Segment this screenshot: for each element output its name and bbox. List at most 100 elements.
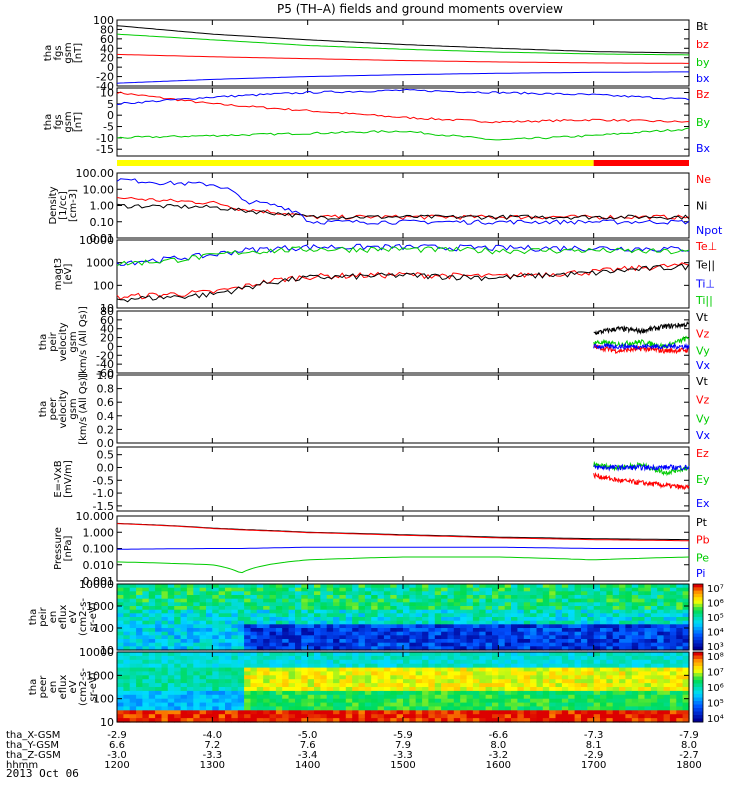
heatmap-cell	[352, 675, 360, 680]
heatmap-cell	[186, 635, 194, 640]
heatmap-cell	[371, 602, 379, 607]
heatmap-cell	[383, 706, 391, 711]
heatmap-cell	[434, 642, 442, 647]
heatmap-cell	[263, 631, 271, 636]
heatmap-cell	[492, 667, 499, 673]
heatmap-cell	[186, 714, 194, 719]
heatmap-cell	[504, 639, 512, 644]
heatmap-cell	[422, 587, 430, 592]
heatmap-cell	[193, 598, 201, 603]
heatmap-cell	[644, 702, 652, 708]
heatmap-cell	[295, 609, 302, 614]
heatmap-cell	[295, 639, 302, 644]
heatmap-cell	[498, 595, 506, 600]
heatmap-cell	[511, 718, 518, 723]
y-axis-label: tha fgs gsm [nT]	[43, 111, 84, 132]
heatmap-cell	[504, 683, 512, 688]
heatmap-cell	[250, 694, 258, 700]
heatmap-cell	[333, 694, 341, 700]
heatmap-cell	[676, 609, 684, 614]
heatmap-cell	[383, 609, 391, 614]
heatmap-cell	[206, 663, 213, 669]
heatmap-cell	[574, 598, 582, 603]
heatmap-cell	[206, 710, 213, 715]
heatmap-cell	[587, 690, 595, 696]
heatmap-cell	[345, 683, 353, 688]
heatmap-cell	[669, 602, 677, 607]
heatmap-cell	[593, 687, 601, 692]
heatmap-cell	[517, 598, 525, 603]
heatmap-cell	[250, 631, 258, 636]
heatmap-cell	[237, 598, 245, 603]
heatmap-cell	[193, 635, 201, 640]
heatmap-cell	[568, 631, 576, 636]
heatmap-cell	[225, 690, 232, 696]
heatmap-cell	[275, 663, 283, 669]
colorbar-segment	[693, 655, 703, 660]
heatmap-cell	[199, 639, 207, 644]
heatmap-cell	[631, 694, 639, 700]
heatmap-cell	[606, 624, 614, 629]
heatmap-cell	[555, 714, 563, 719]
heatmap-cell	[492, 609, 499, 614]
heatmap-cell	[523, 655, 531, 661]
heatmap-cell	[358, 718, 366, 723]
colorbar-segment	[693, 715, 703, 719]
heatmap-cell	[174, 620, 182, 625]
heatmap-cell	[511, 667, 518, 673]
heatmap-cell	[638, 690, 646, 696]
heatmap-cell	[593, 675, 601, 680]
heatmap-cell	[422, 617, 430, 622]
heatmap-cell	[371, 631, 379, 636]
heatmap-cell	[409, 655, 417, 661]
heatmap-cell	[409, 602, 417, 607]
heatmap-cell	[657, 663, 665, 669]
heatmap-cell	[225, 694, 232, 700]
heatmap-cell	[193, 602, 201, 607]
heatmap-cell	[485, 694, 493, 700]
heatmap-cell	[530, 617, 538, 622]
heatmap-cell	[669, 620, 677, 625]
heatmap-cell	[186, 591, 194, 596]
heatmap-cell	[612, 602, 620, 607]
heatmap-cell	[358, 714, 366, 719]
heatmap-cell	[606, 595, 614, 600]
heatmap-cell	[536, 652, 544, 657]
x-row-value: -7.9	[679, 730, 699, 741]
heatmap-cell	[638, 646, 646, 651]
heatmap-cell	[155, 652, 163, 657]
heatmap-cell	[663, 687, 671, 692]
heatmap-cell	[625, 587, 633, 592]
heatmap-cell	[682, 591, 690, 596]
heatmap-cell	[492, 591, 499, 596]
heatmap-cell	[174, 602, 182, 607]
heatmap-cell	[186, 584, 194, 589]
heatmap-cell	[288, 624, 296, 629]
heatmap-cell	[231, 655, 239, 661]
heatmap-cell	[390, 671, 398, 676]
heatmap-cell	[619, 617, 627, 622]
heatmap-cell	[295, 710, 302, 715]
heatmap-cell	[206, 639, 213, 644]
heatmap-cell	[472, 591, 480, 596]
heatmap-cell	[244, 702, 252, 708]
heatmap-cell	[237, 620, 245, 625]
heatmap-cell	[161, 671, 169, 676]
heatmap-cell	[396, 628, 404, 633]
colorbar-tick-label: 10⁷	[707, 668, 724, 679]
heatmap-cell	[155, 671, 163, 676]
heatmap-cell	[345, 687, 353, 692]
heatmap-cell	[377, 609, 385, 614]
heatmap-cell	[155, 591, 163, 596]
heatmap-cell	[511, 683, 518, 688]
heatmap-cell	[542, 706, 550, 711]
heatmap-cell	[460, 683, 468, 688]
heatmap-cell	[536, 613, 544, 618]
heatmap-cell	[479, 620, 487, 625]
heatmap-cell	[536, 671, 544, 676]
heatmap-cell	[460, 714, 468, 719]
heatmap-cell	[275, 620, 283, 625]
heatmap-cell	[403, 675, 410, 680]
heatmap-cell	[250, 667, 258, 673]
heatmap-cell	[275, 602, 283, 607]
